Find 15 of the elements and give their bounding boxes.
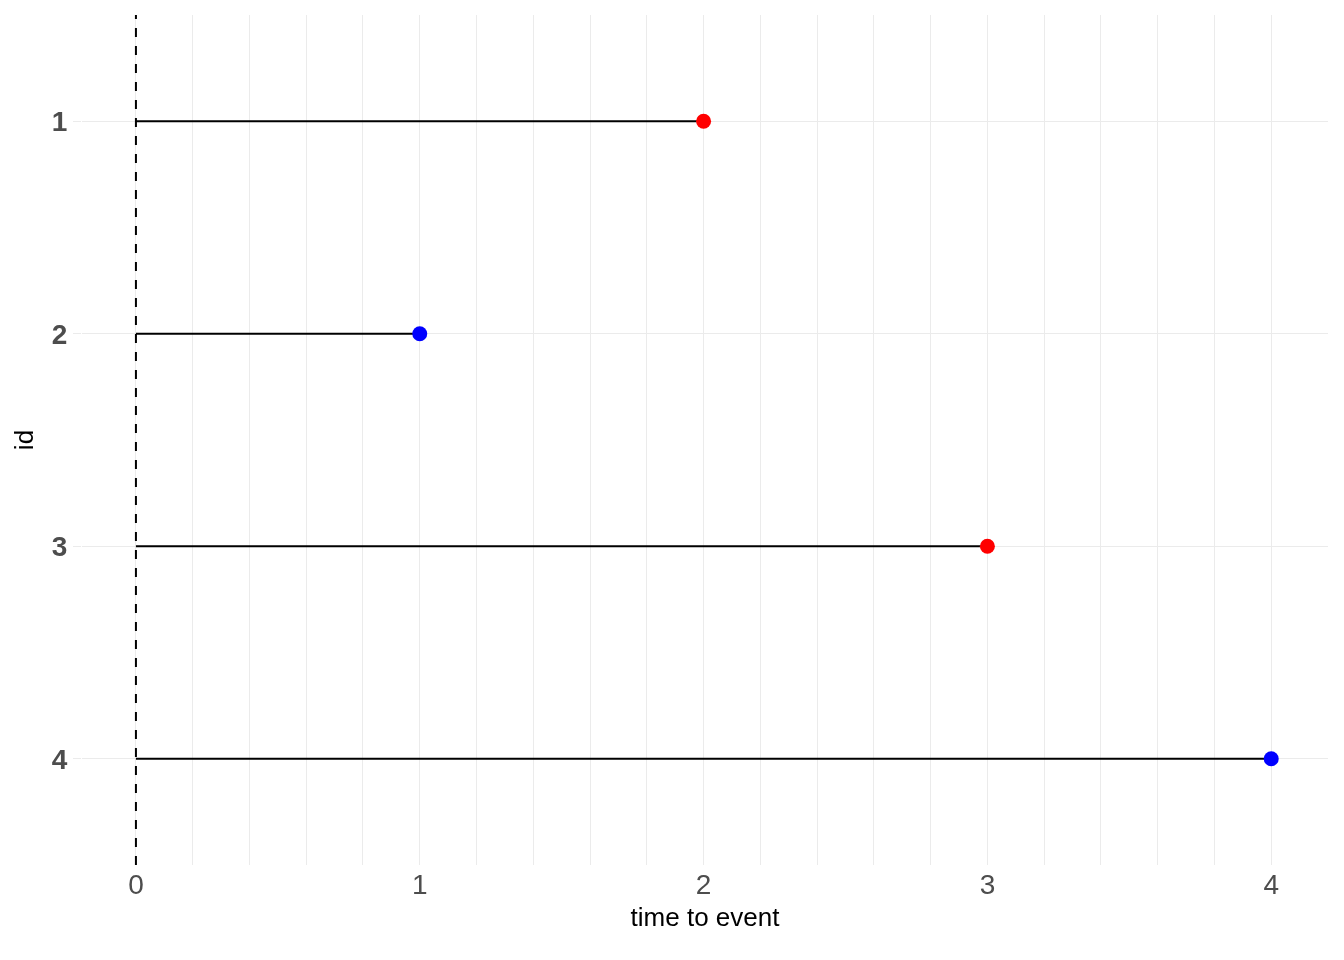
point <box>696 113 712 129</box>
point <box>1263 751 1279 767</box>
y-tick-label: 4 <box>51 743 68 775</box>
x-axis-title: time to event <box>630 901 781 932</box>
x-tick-label: 4 <box>1263 869 1280 900</box>
x-tick-label: 2 <box>695 869 712 900</box>
x-tick-label: 1 <box>411 869 428 900</box>
y-tick-label: 1 <box>51 106 68 138</box>
x-tick-label: 3 <box>979 869 996 900</box>
y-tick-label: 2 <box>51 318 68 350</box>
y-tick-label: 3 <box>51 531 68 563</box>
y-axis-title: id <box>9 429 40 451</box>
point <box>979 538 995 554</box>
x-tick-label: 0 <box>128 869 144 900</box>
point <box>412 326 428 342</box>
